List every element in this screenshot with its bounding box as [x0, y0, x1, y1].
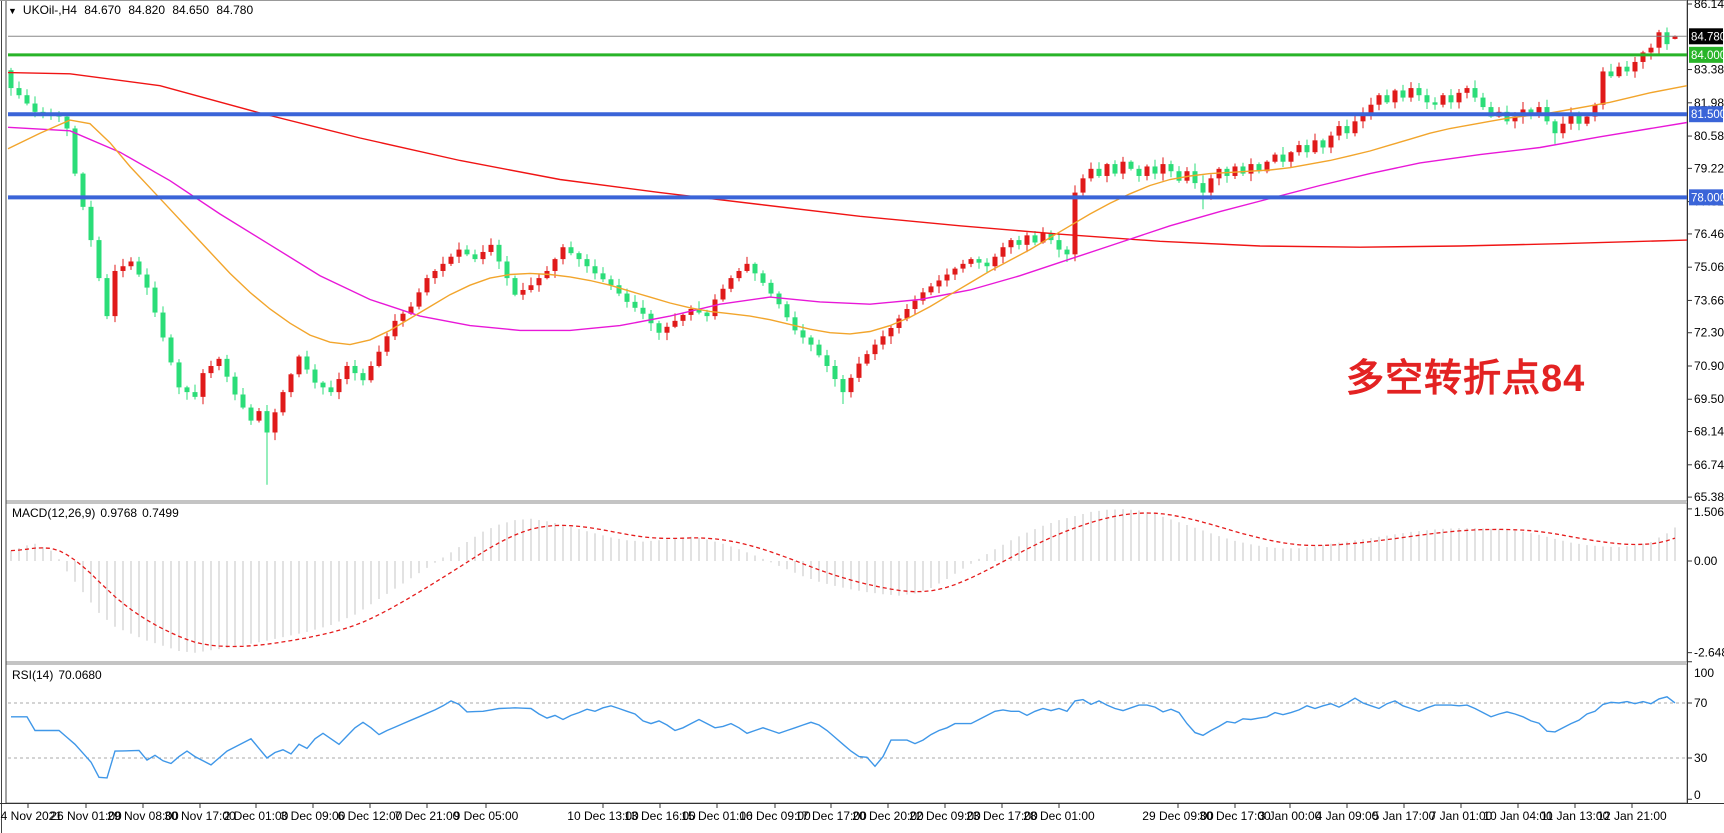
svg-text:30 Nov 17:00: 30 Nov 17:00	[164, 809, 236, 823]
svg-text:69.500: 69.500	[1694, 392, 1724, 406]
svg-text:70: 70	[1694, 696, 1708, 710]
svg-text:81.500: 81.500	[1691, 109, 1724, 121]
ma-fast-orange	[7, 85, 1688, 346]
price-axis[interactable]: 86.14083.38081.98080.58079.22077.82076.4…	[1687, 0, 1724, 504]
svg-text:28 Dec 01:00: 28 Dec 01:00	[1023, 809, 1095, 823]
price-badge: 84.000	[1689, 46, 1724, 63]
svg-text:22 Dec 09:00: 22 Dec 09:00	[909, 809, 981, 823]
svg-text:20 Dec 20:00: 20 Dec 20:00	[852, 809, 924, 823]
rsi-indicator-label: RSI(14) 70.0680	[12, 668, 107, 682]
svg-text:30: 30	[1694, 751, 1708, 765]
svg-text:66.740: 66.740	[1694, 458, 1724, 472]
ma-slow-red	[7, 71, 1688, 248]
ohlc-low: 84.650	[172, 3, 210, 17]
svg-text:84.000: 84.000	[1691, 50, 1724, 62]
svg-text:26 Nov 01:00: 26 Nov 01:00	[50, 809, 122, 823]
svg-text:17 Dec 17:00: 17 Dec 17:00	[795, 809, 867, 823]
svg-text:75.060: 75.060	[1694, 260, 1724, 274]
svg-text:68.140: 68.140	[1694, 425, 1724, 439]
svg-text:23 Dec 17:00: 23 Dec 17:00	[966, 809, 1038, 823]
horizontal-level-lines[interactable]	[8, 53, 1687, 200]
svg-text:24 Nov 2021: 24 Nov 2021	[0, 809, 62, 823]
svg-text:11 Jan 13:00: 11 Jan 13:00	[1541, 809, 1610, 823]
macd-signal-value: 0.7499	[142, 506, 179, 520]
svg-text:2 Dec 01:00: 2 Dec 01:00	[224, 809, 289, 823]
svg-text:76.460: 76.460	[1694, 227, 1724, 241]
svg-text:72.300: 72.300	[1694, 326, 1724, 340]
svg-text:0.00: 0.00	[1694, 554, 1718, 568]
macd-main-value: 0.9768	[100, 506, 138, 520]
ma-mid-magenta	[7, 121, 1688, 332]
svg-text:70.900: 70.900	[1694, 359, 1724, 373]
rsi-name: RSI(14)	[12, 668, 54, 682]
svg-text:80.580: 80.580	[1694, 129, 1724, 143]
svg-text:1.5061: 1.5061	[1694, 505, 1724, 519]
symbol-name: UKOil-,H4	[22, 3, 77, 17]
symbol-header: ▼ UKOil-,H4 84.670 84.820 84.650 84.780	[8, 3, 257, 17]
svg-text:4 Jan 09:00: 4 Jan 09:00	[1316, 809, 1379, 823]
svg-text:-2.6487: -2.6487	[1694, 646, 1724, 660]
ohlc-high: 84.820	[128, 3, 166, 17]
svg-text:13 Dec 16:00: 13 Dec 16:00	[624, 809, 696, 823]
svg-text:6 Dec 12:00: 6 Dec 12:00	[338, 809, 403, 823]
svg-text:15 Dec 01:00: 15 Dec 01:00	[681, 809, 753, 823]
svg-text:16 Dec 09:00: 16 Dec 09:00	[739, 809, 811, 823]
price-badge: 78.000	[1689, 189, 1724, 206]
candlestick-series	[8, 27, 1678, 485]
svg-text:84.780: 84.780	[1691, 31, 1724, 43]
ohlc-close: 84.780	[216, 3, 254, 17]
price-badge: 84.780	[1689, 28, 1724, 45]
macd-name: MACD(12,26,9)	[12, 506, 96, 520]
chart-annotation-text[interactable]: 多空转折点84	[1346, 358, 1586, 400]
svg-text:79.220: 79.220	[1694, 161, 1724, 175]
svg-text:83.380: 83.380	[1694, 63, 1724, 77]
svg-text:73.660: 73.660	[1694, 293, 1724, 307]
svg-text:29 Nov 08:00: 29 Nov 08:00	[107, 809, 179, 823]
svg-text:7 Dec 21:00: 7 Dec 21:00	[395, 809, 460, 823]
svg-text:30 Dec 17:00: 30 Dec 17:00	[1199, 809, 1271, 823]
svg-text:29 Dec 09:00: 29 Dec 09:00	[1142, 809, 1214, 823]
svg-text:0: 0	[1694, 788, 1701, 802]
price-badge: 81.500	[1689, 106, 1724, 123]
svg-text:7 Jan 01:00: 7 Jan 01:00	[1430, 809, 1493, 823]
rsi-axis[interactable]: 100 70 30 0	[1687, 661, 1714, 802]
rsi-value: 70.0680	[58, 668, 102, 682]
svg-text:12 Jan 21:00: 12 Jan 21:00	[1597, 809, 1667, 823]
svg-text:10 Dec 13:00: 10 Dec 13:00	[567, 809, 639, 823]
collapse-triangle-icon[interactable]: ▼	[8, 6, 17, 16]
macd-histogram	[10, 509, 1676, 653]
rsi-level-lines	[8, 702, 1687, 759]
macd-axis[interactable]: 1.5061 0.00 -2.6487	[1687, 505, 1724, 660]
svg-text:78.000: 78.000	[1691, 192, 1724, 204]
svg-text:3 Jan 00:00: 3 Jan 00:00	[1259, 809, 1322, 823]
svg-text:3 Dec 09:00: 3 Dec 09:00	[281, 809, 346, 823]
macd-signal-line	[10, 512, 1676, 648]
macd-indicator-label: MACD(12,26,9) 0.9768 0.7499	[12, 506, 184, 520]
svg-text:65.380: 65.380	[1694, 490, 1724, 504]
svg-text:9 Dec 05:00: 9 Dec 05:00	[454, 809, 519, 823]
svg-text:5 Jan 17:00: 5 Jan 17:00	[1373, 809, 1436, 823]
svg-text:100: 100	[1694, 666, 1714, 680]
ohlc-open: 84.670	[84, 3, 121, 17]
svg-text:86.140: 86.140	[1694, 0, 1724, 11]
svg-text:10 Jan 04:00: 10 Jan 04:00	[1483, 809, 1553, 823]
rsi-line	[11, 696, 1676, 779]
